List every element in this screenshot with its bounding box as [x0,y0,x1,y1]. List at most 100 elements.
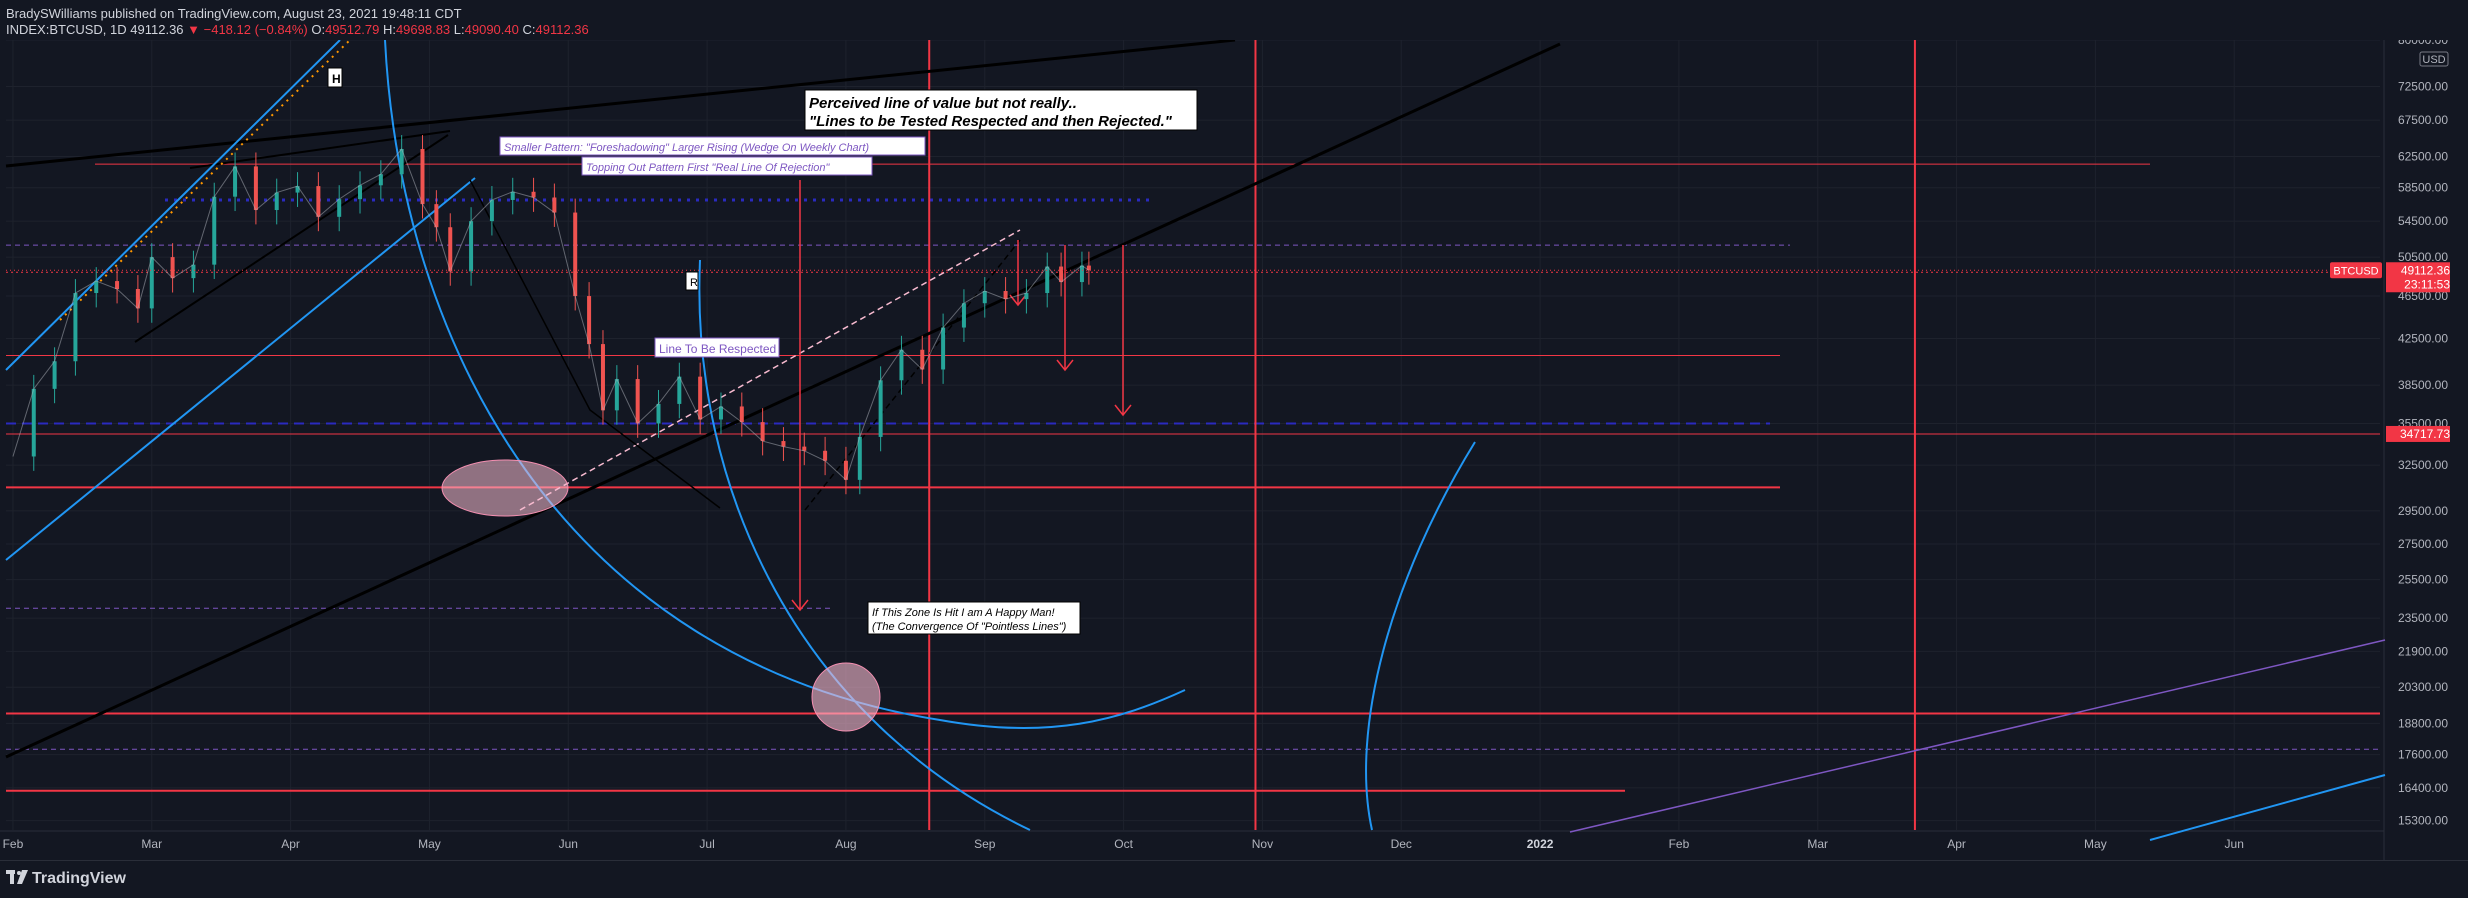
candle-body-52 [1045,266,1050,294]
y-tick-label-17: 20300.00 [2398,680,2448,694]
annotation-box-topping-out [581,156,873,176]
annotation-text-line-respected-0: Line To Be Respected [659,342,776,356]
last-price-badge-value: 49112.36 [2401,263,2450,277]
high-value: 49698.83 [395,22,451,37]
x-tick-label-8: Oct [1114,837,1133,851]
candle-body-18 [378,174,383,186]
annotation-text-perceived-0: Perceived line of value but not really.. [809,95,1077,112]
trend-drawings [5,40,2386,841]
annotation-text-perceived-1: "Lines to be Tested Respected and then R… [809,113,1173,130]
candle-body-36 [718,406,723,420]
y-tick-label-18: 18800.00 [2398,716,2448,730]
candle-body-47 [941,327,946,370]
grid [0,40,2468,860]
price-axis[interactable]: 80000.00 72500.00 67500.00 62500.00 58500.00… [2330,40,2450,828]
candle-body-55 [1086,265,1091,271]
candle-body-9 [191,264,196,279]
candle-body-8 [170,257,175,279]
candle-body-48 [961,303,966,328]
y-tick-label-11: 32500.00 [2398,458,2448,472]
target-arrow-head-1 [1009,294,1027,307]
candle-body-53 [1059,266,1064,283]
candle-body-27 [552,197,557,213]
candle-body-32 [635,379,640,424]
candle-body-24 [489,199,494,222]
low-value: 49090.40 [464,22,519,37]
horizontal-levels [6,163,2380,792]
x-tick-label-10: Dec [1391,837,1412,851]
price-change: ▼ −418.12 (−0.84%) [187,22,308,37]
tradingview-logo-icon [6,870,28,884]
candle-body-42 [843,460,848,480]
candle-body-25 [510,191,515,200]
candle-body-41 [823,450,828,461]
annotation-text-happy-zone-1: (The Convergence Of "Pointless Lines") [872,621,1067,633]
marked-price-badge [2386,425,2450,442]
y-tick-label-6: 50500.00 [2398,250,2448,264]
annotation-text-smaller-pattern-0: Smaller Pattern: "Foreshadowing" Larger … [504,142,869,154]
published-text: published on TradingView.com, August 23,… [100,6,462,21]
time-axis[interactable]: Feb Mar Apr May Jun Jul Aug Sep Oct Nov Dec 2022 Feb… [3,837,2244,851]
candle-body-33 [656,403,661,424]
candle-body-2 [52,361,57,389]
candle-body-49 [982,291,987,304]
y-tick-label-4: 58500.00 [2398,181,2448,195]
annotation-text-marker-r-0: R [690,277,698,289]
y-tick-label-16: 21900.00 [2398,644,2448,658]
low-label: L: [453,22,465,37]
candle-body-11 [233,166,238,197]
pink-support-zone [441,459,569,517]
annotation-box-line-respected [654,337,780,358]
blue-trend-line [2149,774,2386,841]
candle-body-20 [420,149,425,205]
candle-body-37 [739,406,744,423]
price-series [6,135,2380,495]
tradingview-logo-text: TradingView [32,870,126,887]
candle-body-4 [94,281,99,294]
candle-body-39 [781,441,786,447]
candle-body-44 [878,380,883,437]
tradingview-logo[interactable]: TradingView [6,869,126,888]
annotation-box-marker-r [685,271,699,291]
price-chart[interactable]: Perceived line of value but not really..… [0,40,2468,860]
candle-body-15 [316,186,321,217]
y-tick-label-2: 67500.00 [2398,113,2448,127]
annotation-box-happy-zone [867,601,1081,635]
candle-body-16 [337,199,342,217]
close-label: C: [522,22,536,37]
marked-price-badge-value: 34717.73 [2400,427,2450,441]
y-tick-label-20: 16400.00 [2398,781,2448,795]
high-label: H: [382,22,396,37]
symbol-label[interactable]: INDEX:BTCUSD, 1D [6,22,127,37]
chart-header: BradySWilliams published on TradingView.… [0,0,2468,40]
annotation-box-perceived [804,89,1198,131]
x-tick-label-0: Feb [3,837,24,851]
candle-body-43 [857,436,862,480]
candle-body-26 [531,191,536,198]
annotation-text-topping-out-0: Topping Out Pattern First "Real Line Of … [586,162,831,174]
y-tick-label-21: 15300.00 [2398,814,2448,828]
candle-body-35 [698,376,703,420]
price-close-line [12,148,1090,481]
x-tick-label-14: Apr [1947,837,1966,851]
open-label: O: [311,22,326,37]
candle-body-10 [212,196,217,265]
y-tick-label-13: 27500.00 [2398,537,2448,551]
x-tick-label-16: Jun [2225,837,2244,851]
annotation-box-marker-h [327,67,343,88]
candle-body-5 [115,281,120,290]
author-name[interactable]: BradySWilliams [6,6,98,21]
candle-body-54 [1079,265,1084,283]
last-price: 49112.36 [130,22,184,37]
y-tick-label-9: 38500.00 [2398,378,2448,392]
x-tick-label-12: Feb [1669,837,1690,851]
black-wedge-dashed [804,239,1021,511]
purple-trend-line [1569,639,2386,833]
candle-body-1 [31,388,36,457]
chart-background [0,40,2468,860]
symbol-tag-label: BTCUSD [2333,265,2378,277]
x-tick-label-4: Jun [559,837,578,851]
x-tick-label-13: Mar [1807,837,1828,851]
candle-body-23 [469,221,474,272]
vertical-levels [928,40,1916,830]
